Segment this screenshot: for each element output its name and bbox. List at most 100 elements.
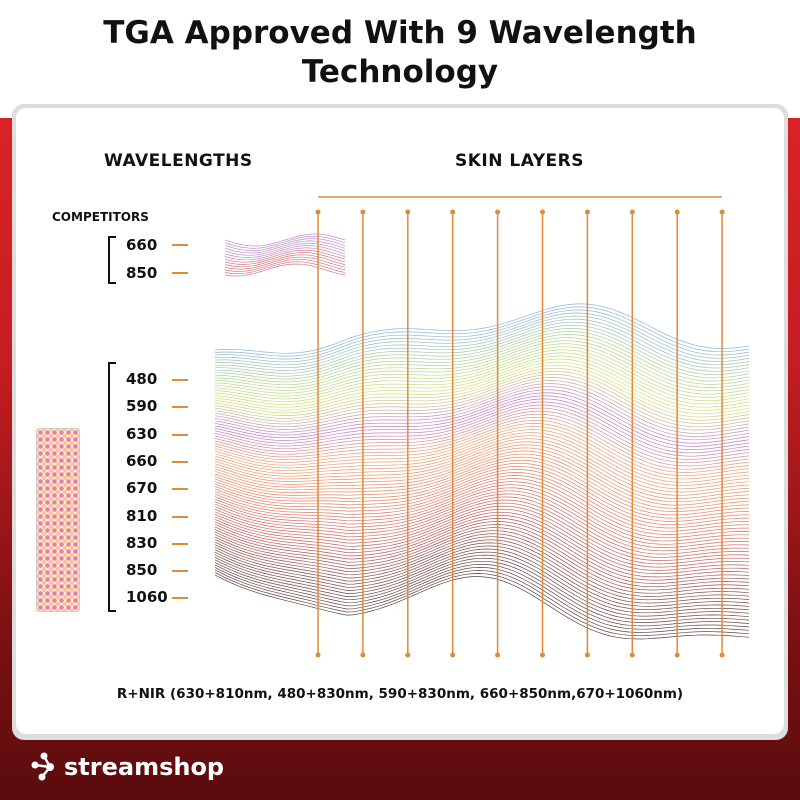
wave-line: [214, 484, 749, 542]
wave-line: [214, 398, 750, 450]
wave-line: [214, 404, 750, 457]
competitor-wave-line: [224, 256, 346, 270]
tick-mark: [172, 379, 188, 381]
competitor-wavelength: 850: [126, 264, 158, 282]
wave-line: [214, 548, 750, 610]
wave-line: [214, 574, 750, 640]
skin-layer-dot: [674, 209, 680, 215]
wave-line: [214, 346, 750, 395]
skin-layer-dot: [584, 209, 590, 215]
wave-line: [214, 551, 750, 614]
wave-line: [214, 490, 750, 548]
wavelength-combinations-note: R+NIR (630+810nm, 480+830nm, 590+830nm, …: [116, 686, 684, 702]
skin-layer-dot: [719, 209, 725, 215]
competitor-wave-line: [224, 242, 346, 256]
wave-line: [214, 413, 750, 467]
wave-line: [214, 358, 750, 408]
competitor-wavelength: 660: [126, 236, 158, 254]
wave-line: [214, 343, 750, 392]
wave-line: [214, 450, 750, 506]
wave-line: [214, 367, 750, 418]
wave-line: [214, 429, 750, 483]
wave-line: [214, 502, 750, 561]
wave-line: [215, 324, 750, 374]
wave-line: [214, 481, 750, 539]
competitor-wave-line: [224, 240, 346, 254]
skin-layer-dot: [629, 209, 635, 215]
wave-line: [214, 569, 750, 633]
wave-line: [214, 383, 750, 434]
wave-line: [214, 536, 750, 597]
wave-line: [214, 426, 750, 480]
wave-line: [214, 560, 750, 623]
tick-mark: [172, 433, 188, 436]
skin-layer-dot: [719, 652, 725, 658]
wave-line: [214, 355, 750, 405]
wave-line: [214, 395, 750, 447]
wave-line: [214, 364, 750, 415]
product-wavelength: 670: [126, 479, 158, 498]
wave-line: [214, 435, 750, 490]
wave-line: [214, 420, 750, 473]
wave-line: [214, 493, 750, 552]
competitor-wave-line: [224, 263, 346, 277]
wave-line: [214, 459, 750, 516]
wave-line: [214, 321, 750, 371]
wave-line: [214, 361, 750, 411]
tick-mark: [172, 570, 188, 573]
wave-line: [214, 472, 750, 529]
wave-line: [214, 444, 750, 499]
wave-line: [215, 331, 750, 380]
skin-layer-dot: [540, 209, 545, 215]
product-wavelength: 810: [126, 506, 158, 525]
skin-layer-dot: [674, 652, 680, 658]
page-title: TGA Approved With 9 Wavelength Technolog…: [103, 15, 697, 90]
wave-line: [214, 475, 749, 532]
brand-name: streamshop: [64, 753, 225, 781]
wave-line: [214, 499, 750, 558]
skin-layers-heading: SKIN LAYERS: [455, 151, 585, 171]
wave-line: [214, 527, 750, 588]
product-wavelength: 660: [126, 451, 158, 470]
wave-line: [214, 469, 749, 526]
competitor-wave-line: [224, 233, 346, 247]
tick-mark: [172, 272, 188, 274]
competitor-wave-line: [224, 247, 346, 261]
tick-mark: [172, 406, 188, 409]
product-wavelength: 850: [126, 561, 158, 580]
wave-line: [214, 349, 750, 398]
skin-layer-dot: [315, 652, 321, 658]
wave-line: [214, 496, 750, 555]
skin-layer-dot: [360, 209, 366, 215]
product-bracket: [108, 362, 116, 612]
wave-line: [214, 389, 750, 441]
competitor-wave-line: [224, 261, 346, 275]
wave-line: [214, 309, 750, 360]
wave-line: [214, 508, 750, 568]
wave-line: [214, 533, 750, 594]
wave-line: [214, 524, 750, 584]
skin-layer-dot: [629, 652, 635, 658]
wave-line: [214, 410, 750, 464]
product-wavelength: 630: [126, 424, 158, 443]
wave-line: [214, 563, 750, 627]
product-wavelength: 590: [126, 397, 158, 416]
wave-line: [214, 318, 750, 369]
wave-line: [214, 545, 750, 607]
tick-mark: [172, 515, 188, 518]
red-light-panel-image: [36, 428, 80, 612]
wave-line: [214, 447, 750, 503]
skin-layer-dot: [495, 209, 501, 215]
wave-line: [214, 530, 750, 591]
wave-line: [214, 380, 750, 431]
skin-layer-dot: [584, 652, 590, 658]
wave-line: [214, 315, 750, 366]
wave-line: [214, 407, 750, 460]
wave-line: [214, 432, 750, 486]
wave-line: [214, 423, 750, 477]
wave-line: [214, 340, 750, 388]
skin-layer-dot: [405, 652, 411, 658]
wave-line: [214, 370, 750, 421]
wave-line: [214, 478, 749, 535]
